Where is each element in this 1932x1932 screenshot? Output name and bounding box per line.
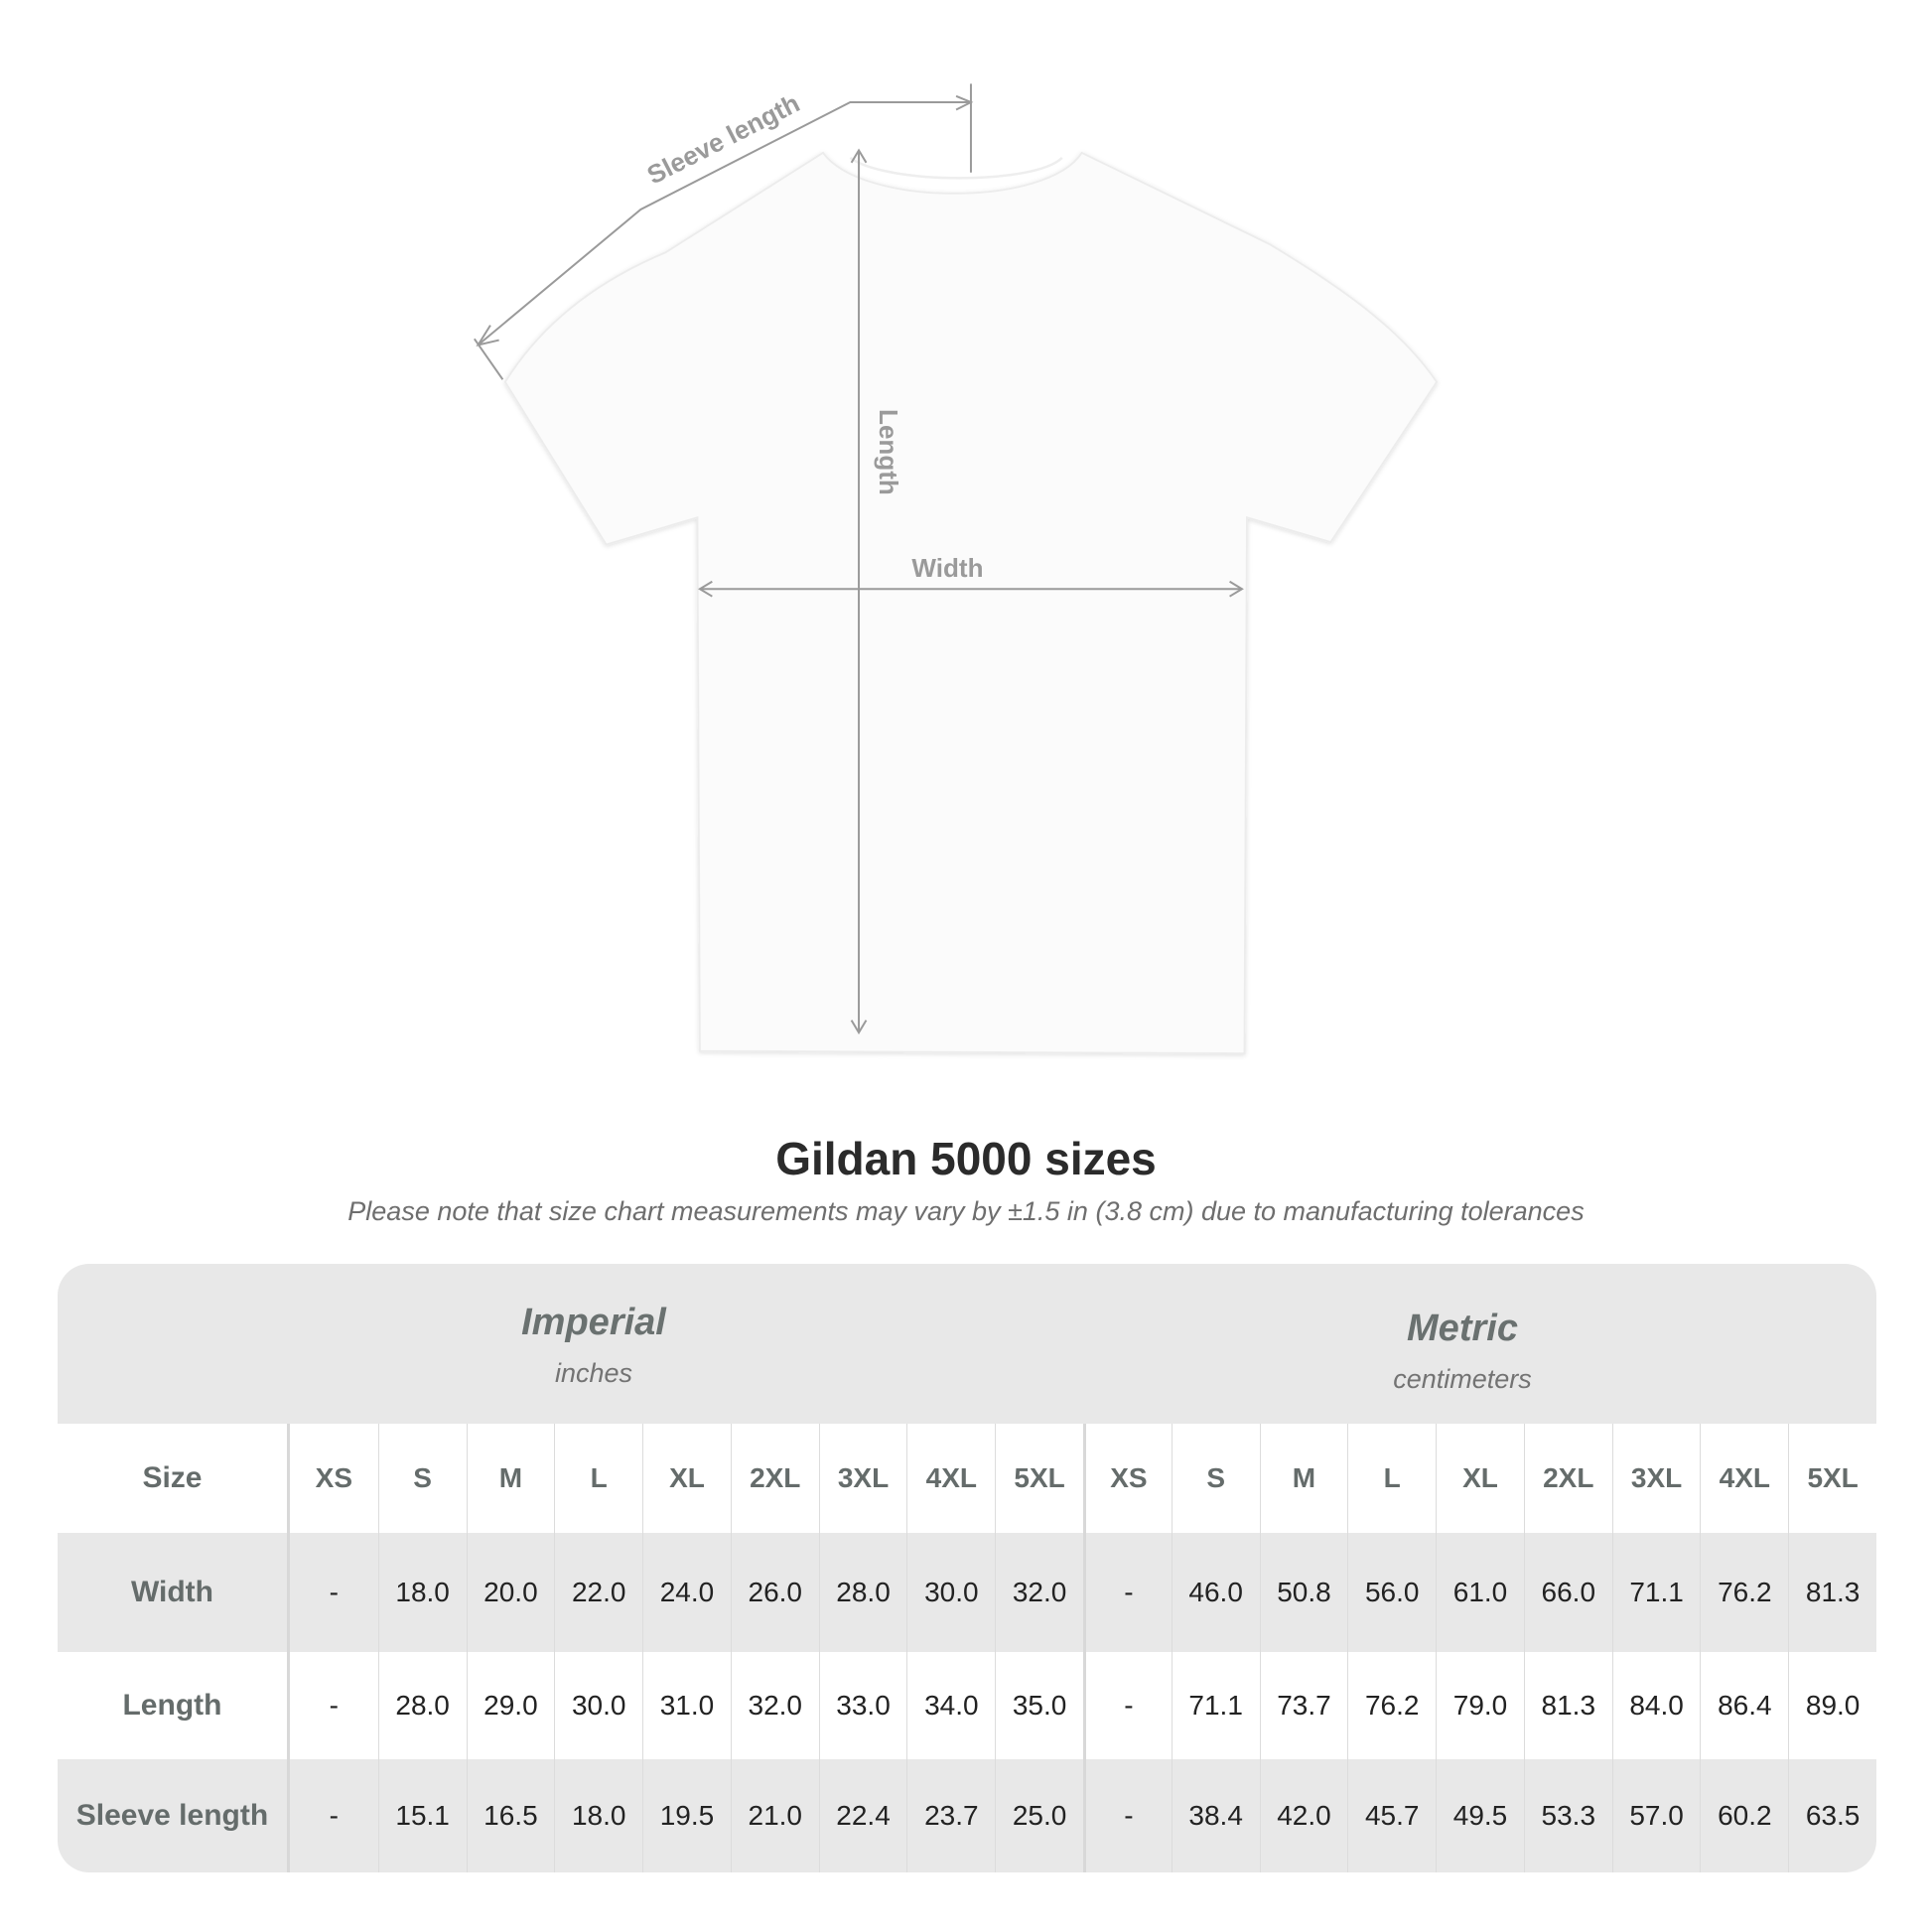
size-header-metric-s: S bbox=[1171, 1424, 1260, 1533]
table-cell-metric: 57.0 bbox=[1611, 1759, 1701, 1872]
table-cell-imperial: 32.0 bbox=[995, 1533, 1083, 1652]
size-header-imperial-2xl: 2XL bbox=[730, 1424, 819, 1533]
table-cell-metric: 79.0 bbox=[1436, 1652, 1524, 1759]
table-cell-imperial: 35.0 bbox=[995, 1652, 1083, 1759]
table-cell-imperial: 25.0 bbox=[995, 1759, 1083, 1872]
table-cell-metric: 73.7 bbox=[1259, 1652, 1348, 1759]
table-cell-metric: 46.0 bbox=[1171, 1533, 1260, 1652]
size-table: Imperial inches Metric centimeters Size … bbox=[58, 1264, 1876, 1872]
table-cell-metric: 50.8 bbox=[1259, 1533, 1348, 1652]
table-cell-metric: 42.0 bbox=[1259, 1759, 1348, 1872]
length-measure-line bbox=[850, 148, 868, 1035]
table-cell-metric: 66.0 bbox=[1523, 1533, 1612, 1652]
table-cell-imperial: 21.0 bbox=[730, 1759, 819, 1872]
table-cell-metric: - bbox=[1082, 1533, 1172, 1652]
table-cell-imperial: 23.7 bbox=[906, 1759, 995, 1872]
row-label: Width bbox=[58, 1533, 290, 1652]
size-header-metric-5xl: 5XL bbox=[1788, 1424, 1876, 1533]
table-cell-metric: 81.3 bbox=[1523, 1652, 1612, 1759]
size-header-metric-xl: XL bbox=[1436, 1424, 1524, 1533]
size-header-imperial-3xl: 3XL bbox=[818, 1424, 907, 1533]
size-header-imperial-s: S bbox=[377, 1424, 467, 1533]
table-cell-imperial: 22.0 bbox=[554, 1533, 642, 1652]
row-label: Sleeve length bbox=[58, 1759, 290, 1872]
table-cell-imperial: 19.5 bbox=[642, 1759, 731, 1872]
table-cell-imperial: - bbox=[329, 1577, 339, 1607]
table-cell-imperial: - bbox=[329, 1800, 339, 1831]
size-header-metric-m: M bbox=[1259, 1424, 1348, 1533]
size-header-metric-l: L bbox=[1347, 1424, 1436, 1533]
table-cell-imperial: 15.1 bbox=[377, 1759, 467, 1872]
size-header-metric-4xl: 4XL bbox=[1700, 1424, 1788, 1533]
table-cell-metric: 56.0 bbox=[1347, 1533, 1436, 1652]
table-cell-imperial: 34.0 bbox=[906, 1652, 995, 1759]
table-row-length: Length -28.0 29.0 30.0 31.0 32.0 33.0 34.0 35.0-… bbox=[58, 1652, 1876, 1759]
table-cell-metric: 63.5 bbox=[1788, 1759, 1876, 1872]
metric-title: Metric bbox=[1407, 1308, 1518, 1349]
table-cell-imperial: - bbox=[329, 1690, 339, 1721]
size-header-imperial-xl: XL bbox=[642, 1424, 731, 1533]
table-cell-imperial: 30.0 bbox=[906, 1533, 995, 1652]
tolerance-note: Please note that size chart measurements… bbox=[347, 1196, 1585, 1226]
table-cell-imperial: 20.0 bbox=[466, 1533, 555, 1652]
metric-header: Metric centimeters bbox=[1115, 1308, 1810, 1395]
table-cell-imperial: 28.0 bbox=[818, 1533, 907, 1652]
size-header-metric-xs: XS bbox=[1082, 1424, 1172, 1533]
table-cell-metric: 38.4 bbox=[1171, 1759, 1260, 1872]
table-cell-imperial: 28.0 bbox=[377, 1652, 467, 1759]
table-cell-metric: 53.3 bbox=[1523, 1759, 1612, 1872]
size-header-imperial-4xl: 4XL bbox=[906, 1424, 995, 1533]
table-cell-imperial: 26.0 bbox=[730, 1533, 819, 1652]
size-header-imperial-xs: XS bbox=[315, 1462, 353, 1493]
table-cell-imperial: 18.0 bbox=[554, 1759, 642, 1872]
table-row-sleeve-length: Sleeve length - 15.1 16.5 18.0 19.5 21.0 22.4 23… bbox=[58, 1759, 1876, 1872]
size-header-metric-2xl: 2XL bbox=[1523, 1424, 1612, 1533]
size-label: Size bbox=[58, 1424, 290, 1533]
length-label: Length bbox=[874, 409, 903, 495]
size-header-imperial-l: L bbox=[554, 1424, 642, 1533]
table-cell-imperial: 30.0 bbox=[554, 1652, 642, 1759]
table-cell-metric: 49.5 bbox=[1436, 1759, 1524, 1872]
table-cell-metric: 89.0 bbox=[1788, 1652, 1876, 1759]
table-cell-metric: 71.1 bbox=[1611, 1533, 1701, 1652]
table-cell-metric: 71.1 bbox=[1171, 1652, 1260, 1759]
table-cell-metric: 60.2 bbox=[1700, 1759, 1788, 1872]
table-row-width: Width -18.0 20.0 22.0 24.0 26.0 28.0 30.0 32.0-4… bbox=[58, 1533, 1876, 1652]
row-label: Length bbox=[58, 1652, 290, 1759]
table-cell-metric: 86.4 bbox=[1700, 1652, 1788, 1759]
table-cell-metric: 76.2 bbox=[1700, 1533, 1788, 1652]
table-cell-metric: 84.0 bbox=[1611, 1652, 1701, 1759]
table-cell-metric: 45.7 bbox=[1347, 1759, 1436, 1872]
imperial-unit: inches bbox=[554, 1358, 633, 1388]
tshirt-shape bbox=[503, 151, 1439, 1055]
table-cell-imperial: 31.0 bbox=[642, 1652, 731, 1759]
width-label: Width bbox=[911, 553, 983, 583]
table-cell-metric: 61.0 bbox=[1436, 1533, 1524, 1652]
table-cell-imperial: 16.5 bbox=[466, 1759, 555, 1872]
size-header-row: Size XS S M L XL 2XL 3XL 4XL 5XL XS S M L XL 2XL 3XL 4XL… bbox=[58, 1424, 1876, 1533]
table-cell-imperial: 18.0 bbox=[377, 1533, 467, 1652]
table-cell-imperial: 33.0 bbox=[818, 1652, 907, 1759]
size-header-metric-3xl: 3XL bbox=[1611, 1424, 1701, 1533]
size-header-imperial-5xl: 5XL bbox=[995, 1424, 1083, 1533]
table-cell-metric: 81.3 bbox=[1788, 1533, 1876, 1652]
sleeve-measure-line bbox=[473, 83, 974, 380]
page-title: Gildan 5000 sizes bbox=[775, 1133, 1157, 1184]
table-cell-metric: - bbox=[1082, 1759, 1172, 1872]
table-cell-metric: - bbox=[1082, 1652, 1172, 1759]
table-cell-imperial: 29.0 bbox=[466, 1652, 555, 1759]
metric-unit: centimeters bbox=[1393, 1364, 1532, 1394]
width-measure-line bbox=[697, 580, 1244, 598]
imperial-title: Imperial bbox=[521, 1302, 666, 1343]
table-cell-imperial: 32.0 bbox=[730, 1652, 819, 1759]
imperial-header: Imperial inches bbox=[246, 1302, 941, 1389]
size-header-imperial-m: M bbox=[466, 1424, 555, 1533]
table-cell-imperial: 22.4 bbox=[818, 1759, 907, 1872]
table-cell-metric: 76.2 bbox=[1347, 1652, 1436, 1759]
table-cell-imperial: 24.0 bbox=[642, 1533, 731, 1652]
